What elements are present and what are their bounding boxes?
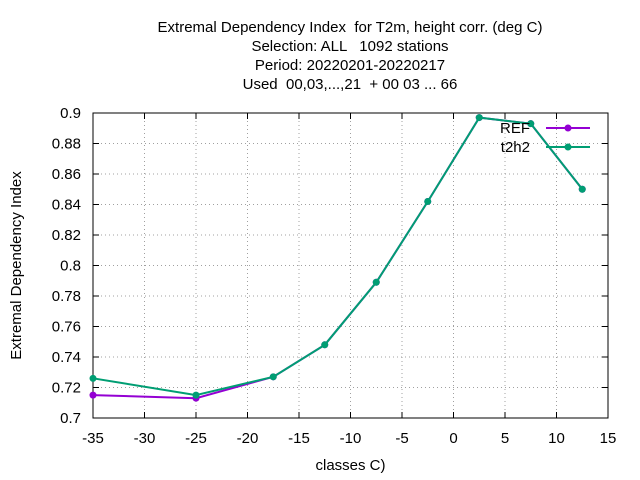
legend-label-t2h2: t2h2 <box>501 139 530 156</box>
legend-marker-ref <box>564 124 572 132</box>
y-tick-label: 0.82 <box>52 227 81 244</box>
y-tick-label: 0.86 <box>52 166 81 183</box>
x-tick-label: -20 <box>237 430 259 447</box>
x-axis-label: classes C) <box>315 457 385 474</box>
y-tick-label: 0.88 <box>52 136 81 153</box>
series-line-ref <box>92 116 584 400</box>
x-tick-label: 15 <box>600 430 617 447</box>
x-tick-label: -10 <box>340 430 362 447</box>
x-tick-label: -30 <box>134 430 156 447</box>
data-point-ref <box>89 391 97 399</box>
y-axis-label: Extremal Dependency Index <box>8 171 25 360</box>
chart-title-line-2: Selection: ALL 1092 stations <box>251 38 449 55</box>
x-tick-label: 5 <box>501 430 509 447</box>
legend-marker-t2h2 <box>564 143 572 151</box>
data-point-t2h2 <box>424 197 432 205</box>
x-tick-label: -35 <box>82 430 104 447</box>
data-point-t2h2 <box>192 391 200 399</box>
x-tick-label: -5 <box>395 430 408 447</box>
y-tick-label: 0.9 <box>60 105 81 122</box>
y-tick-label: 0.78 <box>52 288 81 305</box>
x-tick-label: 10 <box>548 430 565 447</box>
data-point-t2h2 <box>269 373 277 381</box>
data-point-t2h2 <box>527 120 535 128</box>
x-tick-label: 0 <box>449 430 457 447</box>
y-tick-label: 0.84 <box>52 197 81 214</box>
y-tick-label: 0.7 <box>60 410 81 427</box>
chart-title-line-4: Used 00,03,...,21 + 00 03 ... 66 <box>242 76 458 93</box>
y-tick-label: 0.76 <box>52 319 81 336</box>
data-point-t2h2 <box>578 185 586 193</box>
data-point-t2h2 <box>321 341 329 349</box>
data-point-t2h2 <box>89 374 97 382</box>
legend: REF t2h2 <box>500 120 590 156</box>
chart-title-line-3: Period: 20220201-20220217 <box>254 57 446 74</box>
x-tick-label: -15 <box>288 430 310 447</box>
data-point-t2h2 <box>372 278 380 286</box>
legend-label-ref: REF <box>500 120 530 137</box>
y-tick-label: 0.72 <box>52 380 81 397</box>
chart-title-line-1: Extremal Dependency Index for T2m, heigh… <box>157 19 543 36</box>
data-point-t2h2 <box>475 114 483 122</box>
series-line-t2h2 <box>92 116 584 397</box>
x-tick-label: -25 <box>185 430 207 447</box>
y-tick-label: 0.74 <box>52 349 81 366</box>
y-tick-label: 0.8 <box>60 258 81 275</box>
